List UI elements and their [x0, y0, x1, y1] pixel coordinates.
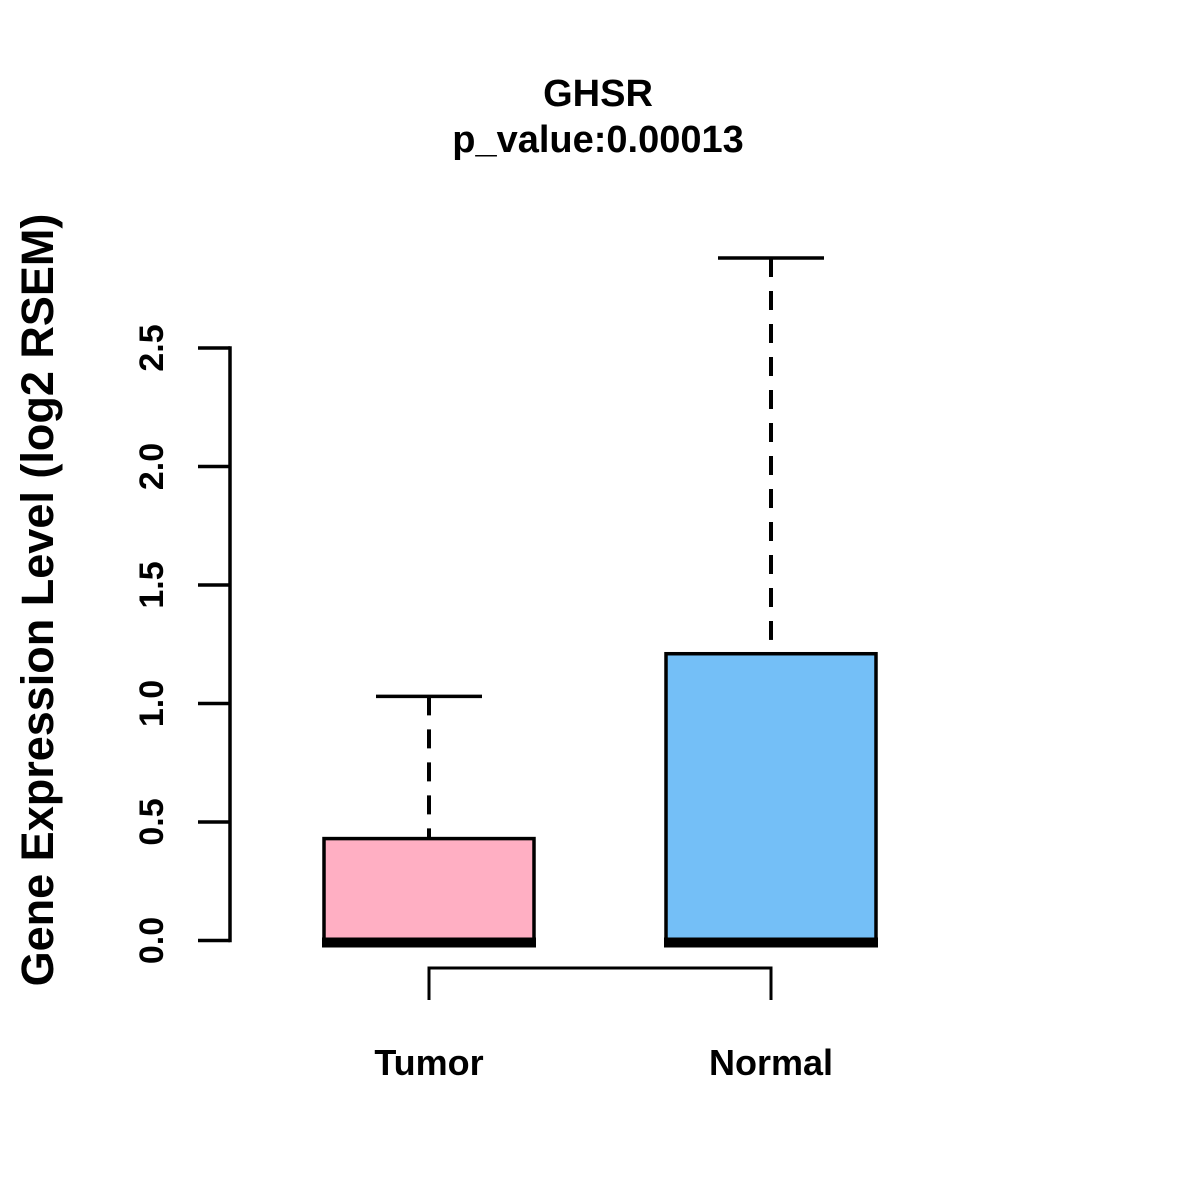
- box-normal: [664, 651, 878, 943]
- chart-title: GHSR: [543, 73, 653, 115]
- x-category-label-tumor: Tumor: [374, 1042, 483, 1083]
- y-tick-label: 0.5: [133, 798, 171, 845]
- y-tick-label: 1.5: [133, 561, 171, 608]
- comparison-bracket: [427, 966, 773, 1000]
- y-tick-label: 2.0: [133, 443, 171, 490]
- chart-pvalue-subtitle: p_value:0.00013: [452, 119, 744, 161]
- box-tumor: [322, 836, 536, 943]
- y-tick-label: 1.0: [133, 680, 171, 727]
- y-tick-label: 2.5: [133, 324, 171, 371]
- y-tick-label: 0.0: [133, 917, 171, 964]
- x-category-label-normal: Normal: [709, 1042, 833, 1083]
